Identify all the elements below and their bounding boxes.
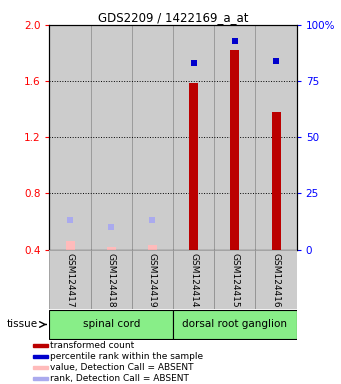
Bar <box>173 25 214 250</box>
Bar <box>33 366 48 369</box>
FancyBboxPatch shape <box>49 310 173 339</box>
Text: value, Detection Call = ABSENT: value, Detection Call = ABSENT <box>50 363 194 372</box>
Bar <box>33 344 48 347</box>
Text: GSM124415: GSM124415 <box>231 253 239 307</box>
Bar <box>230 50 239 250</box>
Bar <box>65 241 75 250</box>
Text: dorsal root ganglion: dorsal root ganglion <box>182 319 287 329</box>
Title: GDS2209 / 1422169_a_at: GDS2209 / 1422169_a_at <box>98 11 248 24</box>
Bar <box>271 112 281 250</box>
FancyBboxPatch shape <box>49 250 91 309</box>
FancyBboxPatch shape <box>91 250 132 309</box>
Bar <box>107 247 116 250</box>
Text: tissue: tissue <box>7 319 38 329</box>
Bar <box>91 25 132 250</box>
FancyBboxPatch shape <box>214 250 255 309</box>
Bar <box>132 25 173 250</box>
FancyBboxPatch shape <box>255 250 297 309</box>
Bar <box>33 355 48 358</box>
Text: transformed count: transformed count <box>50 341 135 350</box>
Bar <box>49 25 91 250</box>
FancyBboxPatch shape <box>132 250 173 309</box>
Bar <box>189 83 198 250</box>
Text: percentile rank within the sample: percentile rank within the sample <box>50 352 204 361</box>
Bar <box>214 25 255 250</box>
Text: GSM124418: GSM124418 <box>107 253 116 307</box>
Bar <box>148 245 157 250</box>
Text: rank, Detection Call = ABSENT: rank, Detection Call = ABSENT <box>50 374 189 383</box>
Text: GSM124416: GSM124416 <box>271 253 281 307</box>
FancyBboxPatch shape <box>173 250 214 309</box>
Bar <box>33 377 48 380</box>
FancyBboxPatch shape <box>173 310 297 339</box>
Text: GSM124417: GSM124417 <box>65 253 75 307</box>
Text: GSM124419: GSM124419 <box>148 253 157 307</box>
Bar <box>255 25 297 250</box>
Text: GSM124414: GSM124414 <box>189 253 198 307</box>
Text: spinal cord: spinal cord <box>83 319 140 329</box>
